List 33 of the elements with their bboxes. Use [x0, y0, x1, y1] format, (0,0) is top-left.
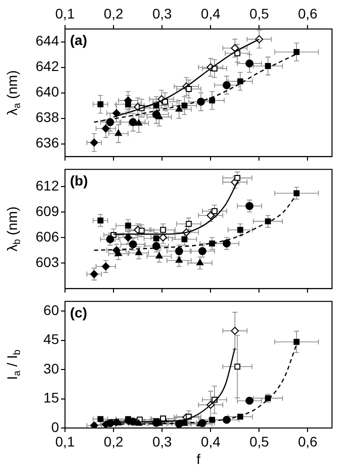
- x2-tick-label: 0,1: [55, 5, 75, 22]
- y-tick-label: 640: [36, 84, 60, 100]
- y-tick-label: 609: [36, 202, 60, 219]
- x-tick-label: 0,6: [298, 433, 318, 450]
- annotation: (a): [70, 32, 88, 48]
- x2-tick-label: 0,5: [249, 5, 270, 22]
- y-tick-label: 638: [36, 109, 60, 126]
- x-tick-label: 0,2: [104, 433, 124, 450]
- x2-tick-label: 0,2: [104, 5, 124, 22]
- y-tick-label: 60: [43, 302, 60, 318]
- annotation: (b): [70, 172, 88, 188]
- x2-tick-label: 0,4: [200, 5, 221, 22]
- x2-tick-label: 0,6: [298, 5, 318, 22]
- x-tick-label: 0,4: [200, 433, 221, 450]
- x-tick-label: 0,1: [55, 433, 75, 450]
- y-tick-label: 0: [51, 418, 60, 435]
- y-tick-label: 636: [36, 134, 60, 151]
- annotation: (c): [70, 304, 88, 320]
- y-tick-label: 644: [36, 32, 60, 49]
- y-axis-title: Ia / Ib: [4, 348, 23, 380]
- y-axis-title: λb (nm): [4, 206, 23, 252]
- y-tick-label: 15: [43, 390, 60, 406]
- x-tick-label: 0,5: [249, 433, 270, 450]
- x2-tick-label: 0,3: [152, 5, 172, 22]
- y-tick-label: 606: [36, 228, 60, 244]
- y-tick-label: 642: [36, 58, 60, 74]
- y-tick-label: 612: [36, 177, 60, 194]
- y-axis-title: λa (nm): [4, 70, 23, 116]
- x-tick-label: 0,3: [152, 433, 172, 450]
- y-tick-label: 45: [43, 331, 60, 348]
- x-axis-title: f: [196, 450, 201, 467]
- y-tick-label: 603: [36, 254, 60, 270]
- y-tick-label: 30: [43, 360, 60, 376]
